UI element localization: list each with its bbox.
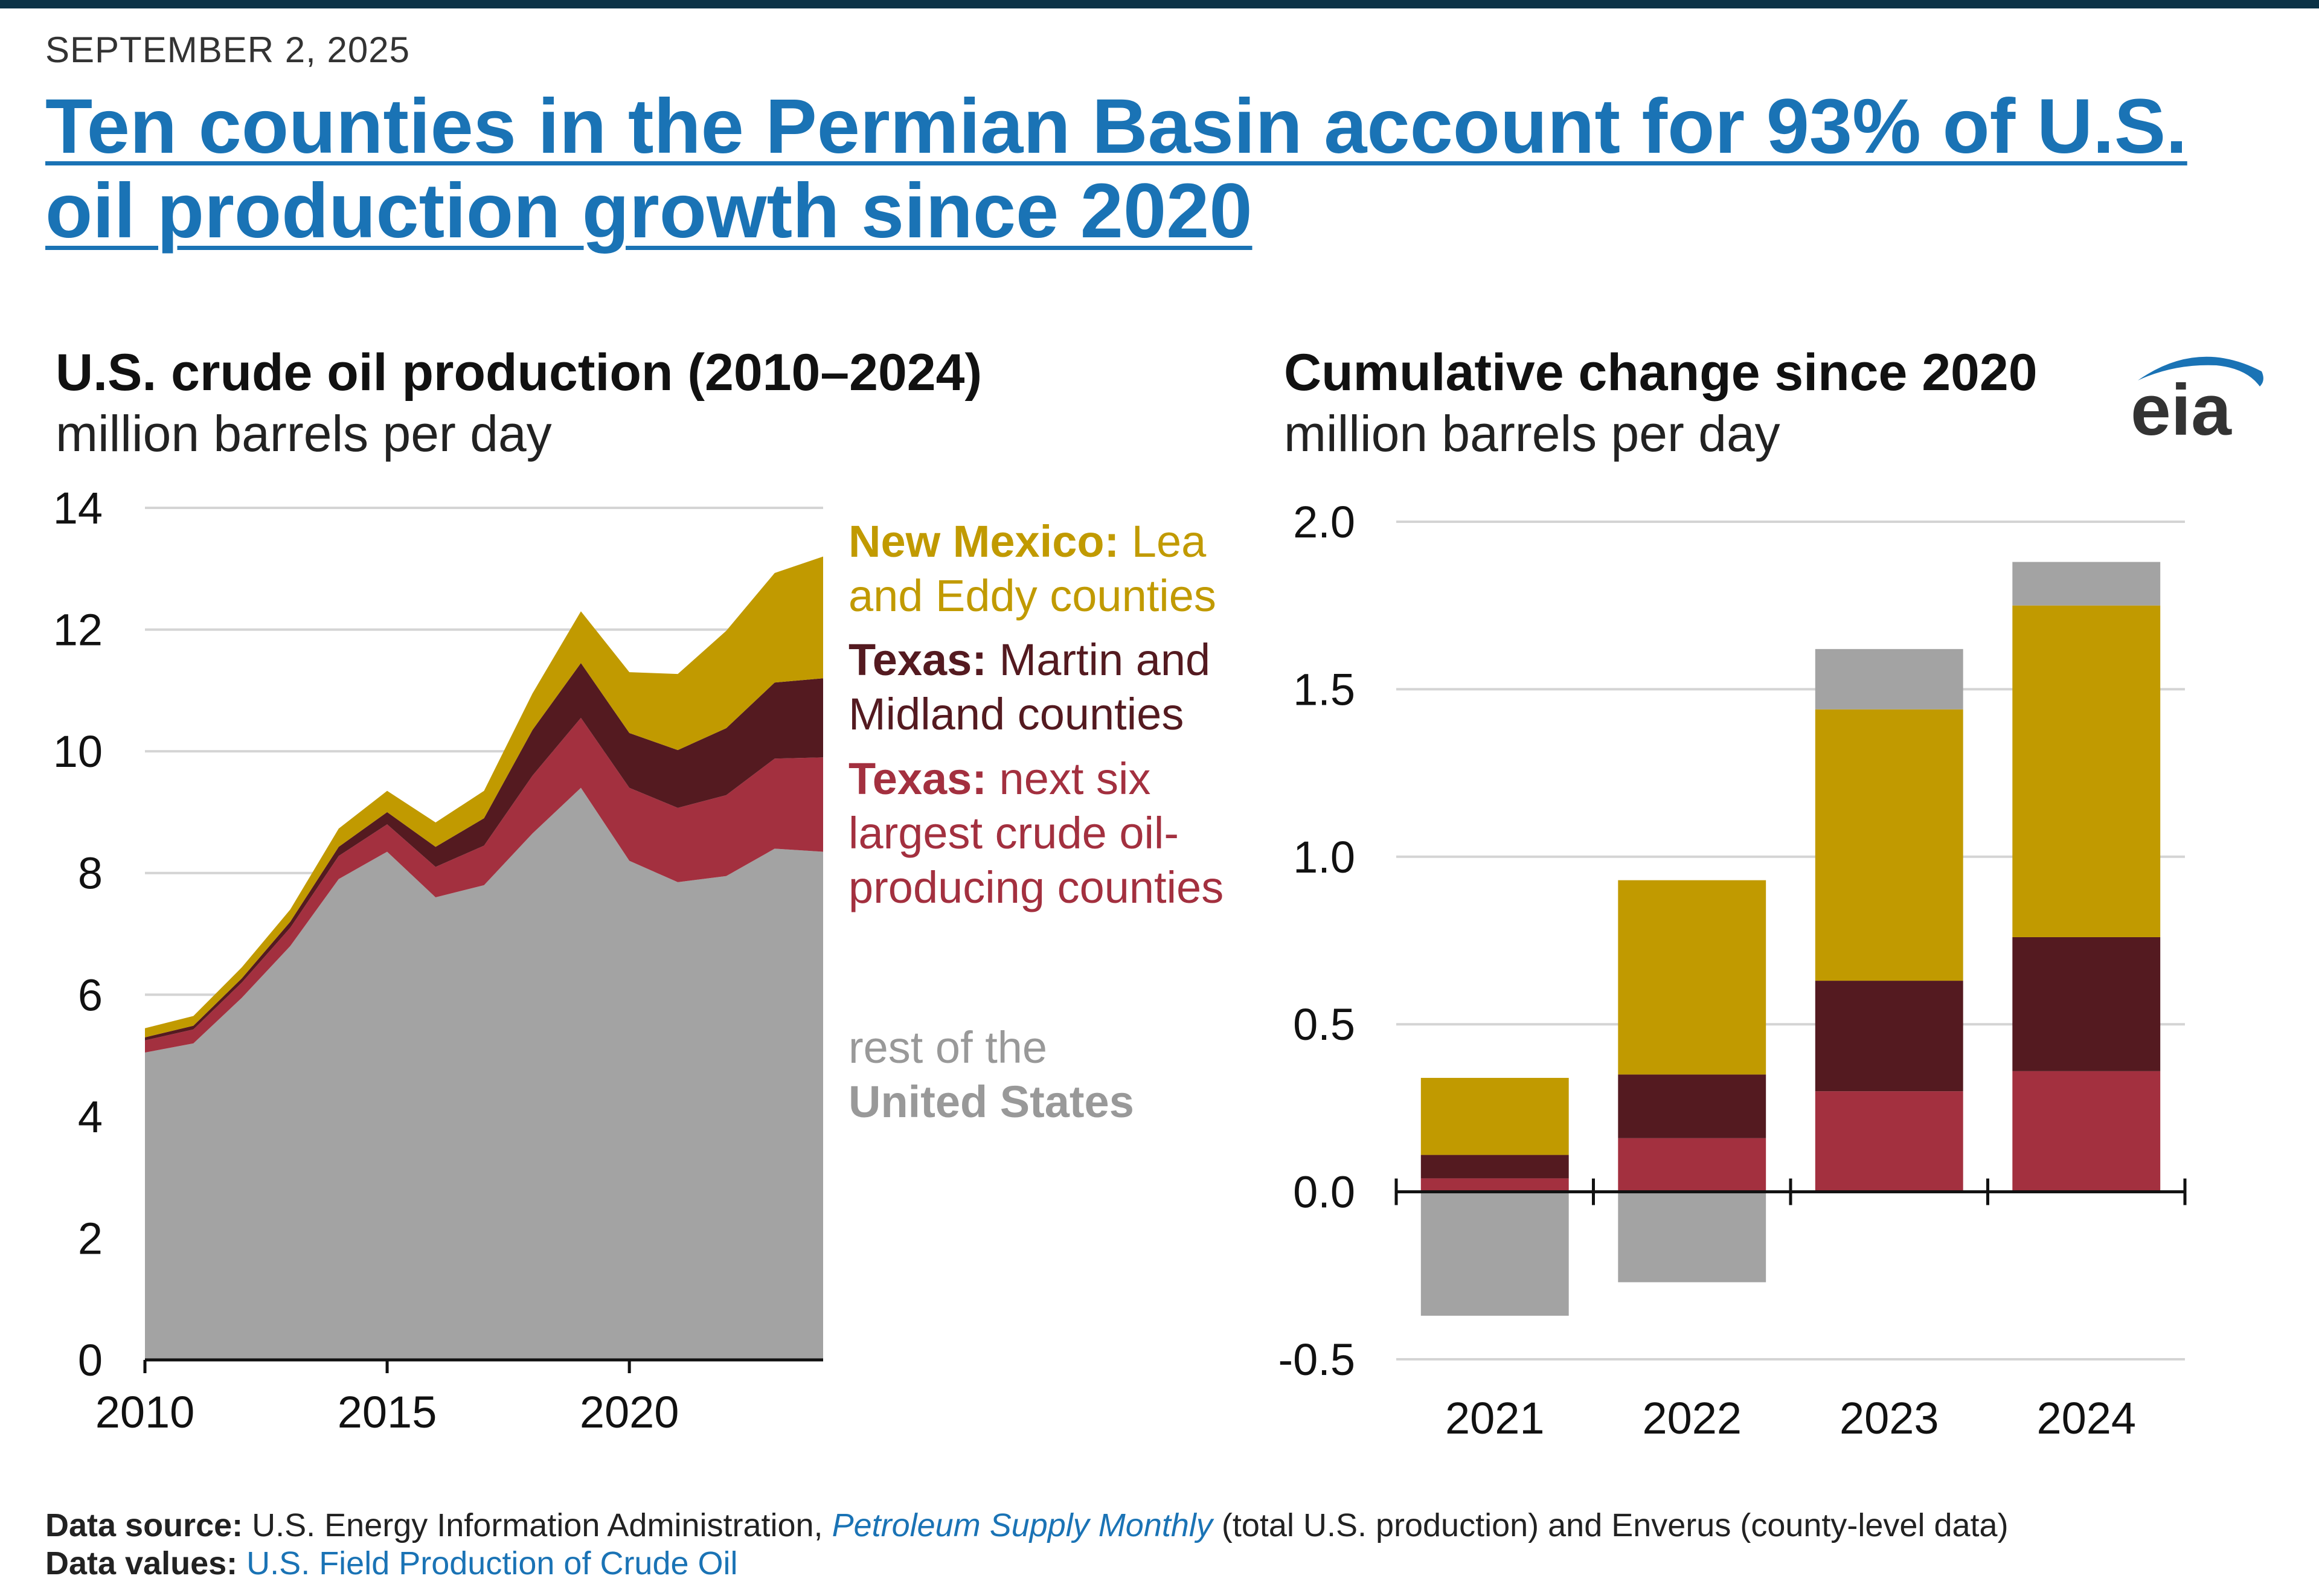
bar-2024-series-2	[2012, 605, 2161, 937]
y-tick-label: 0	[78, 1335, 103, 1385]
bar-2023-series-1	[1815, 981, 1963, 1092]
eia-logo-icon: eia	[2131, 356, 2263, 447]
right-bar-chart: 2.0 1.5 1.0 0.5 0.0 -0.5 2021 2022 2023 2024	[1278, 497, 2187, 1443]
bar-2021-series-0	[1420, 1178, 1569, 1192]
area-series-2	[145, 663, 823, 1040]
legend-texas-martin-midland: Texas: Martin and Midland counties	[848, 635, 1211, 739]
footer-data-values: Data values: U.S. Field Production of Cr…	[45, 1545, 738, 1582]
x-tick-label: 2021	[1445, 1393, 1545, 1443]
left-chart-subtitle: million barrels per day	[56, 405, 552, 462]
bar-2022-series-2	[1618, 880, 1766, 1075]
y-tick-label: 4	[78, 1092, 103, 1142]
x-tick-label: 2010	[95, 1387, 195, 1437]
bar-2022-series-3	[1618, 1191, 1766, 1283]
bar-2023-series-0	[1815, 1091, 1963, 1192]
y-tick-label: 0.5	[1293, 999, 1355, 1050]
right-chart-subtitle: million barrels per day	[1284, 405, 1780, 462]
top-bar	[0, 0, 2319, 8]
area-series-0	[145, 787, 823, 1360]
publication-date: SEPTEMBER 2, 2025	[45, 30, 410, 70]
bar-2024-series-1	[2012, 937, 2161, 1071]
x-tick-label: 2015	[338, 1387, 437, 1437]
right-chart-title: Cumulative change since 2020	[1284, 344, 2038, 402]
y-tick-label: 12	[53, 605, 103, 655]
y-tick-label: 14	[53, 483, 103, 533]
legend-new-mexico: New Mexico: Lea and Eddy counties	[848, 516, 1216, 621]
y-tick-label: 0.0	[1293, 1167, 1355, 1217]
bar-2023-series-3	[1815, 649, 1963, 710]
y-tick-label: 2	[78, 1213, 103, 1263]
eia-logo-text: eia	[2131, 370, 2232, 447]
y-tick-label: 6	[78, 970, 103, 1020]
area-series-3	[145, 556, 823, 1037]
bar-2022-series-1	[1618, 1074, 1766, 1138]
area-series-1	[145, 717, 823, 1053]
left-area-chart: 0 2 4 6 8 10 12 14 2010 2015 2020	[53, 483, 823, 1437]
bar-2023-series-2	[1815, 709, 1963, 981]
y-tick-label: 1.5	[1293, 664, 1355, 714]
y-tick-label: 10	[53, 726, 103, 777]
footer-data-source: Data source: U.S. Energy Information Adm…	[45, 1507, 2009, 1543]
y-tick-label: 1.0	[1293, 832, 1355, 882]
x-tick-label: 2022	[1642, 1393, 1742, 1443]
field-production-link[interactable]: U.S. Field Production of Crude Oil	[246, 1545, 738, 1582]
headline-link[interactable]: Ten counties in the Permian Basin accoun…	[45, 83, 2187, 254]
y-tick-label: 2.0	[1293, 497, 1355, 547]
bar-2021-series-3	[1420, 1191, 1569, 1316]
bar-2021-series-2	[1420, 1077, 1569, 1155]
bar-2022-series-0	[1618, 1138, 1766, 1192]
petroleum-supply-monthly-link[interactable]: Petroleum Supply Monthly	[832, 1507, 1213, 1543]
y-tick-label: -0.5	[1278, 1335, 1355, 1385]
left-chart-title: U.S. crude oil production (2010–2024)	[56, 344, 983, 402]
x-tick-label: 2020	[580, 1387, 679, 1437]
bar-2024-series-0	[2012, 1071, 2161, 1192]
legend-rest-us: rest of the United States	[848, 1022, 1134, 1127]
bar-2024-series-3	[2012, 562, 2161, 606]
x-tick-label: 2024	[2036, 1393, 2136, 1443]
bar-2021-series-1	[1420, 1155, 1569, 1179]
y-tick-label: 8	[78, 848, 103, 899]
x-tick-label: 2023	[1839, 1393, 1939, 1443]
legend-texas-next-six: Texas: next six largest crude oil-produci…	[848, 754, 1224, 912]
